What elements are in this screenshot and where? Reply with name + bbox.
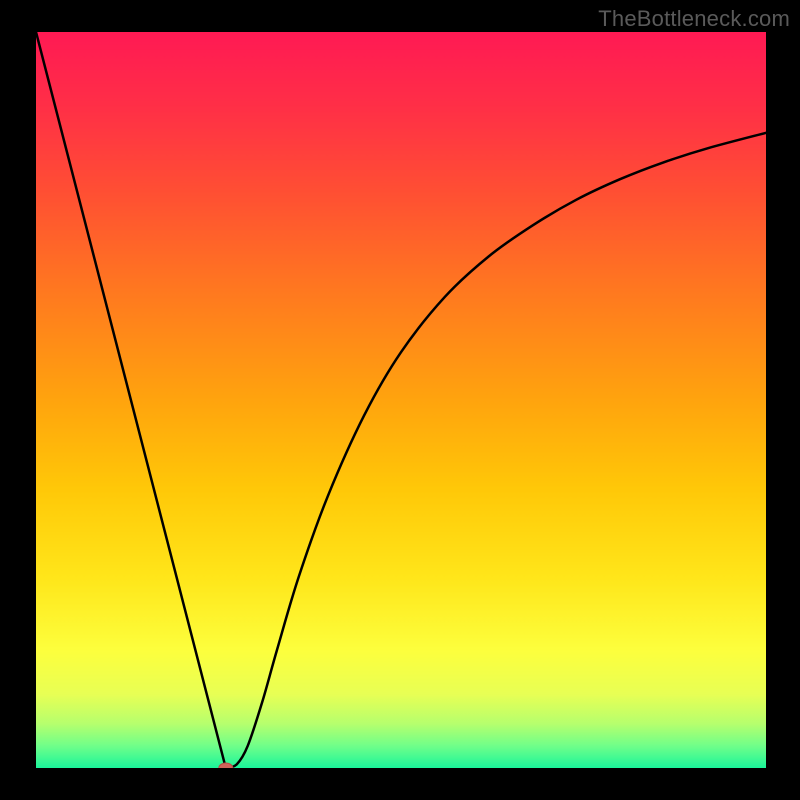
watermark-text: TheBottleneck.com bbox=[598, 6, 790, 32]
plot-area bbox=[36, 32, 766, 768]
valley-marker bbox=[219, 763, 233, 768]
chart-container: TheBottleneck.com bbox=[0, 0, 800, 800]
curve-overlay bbox=[36, 32, 766, 768]
